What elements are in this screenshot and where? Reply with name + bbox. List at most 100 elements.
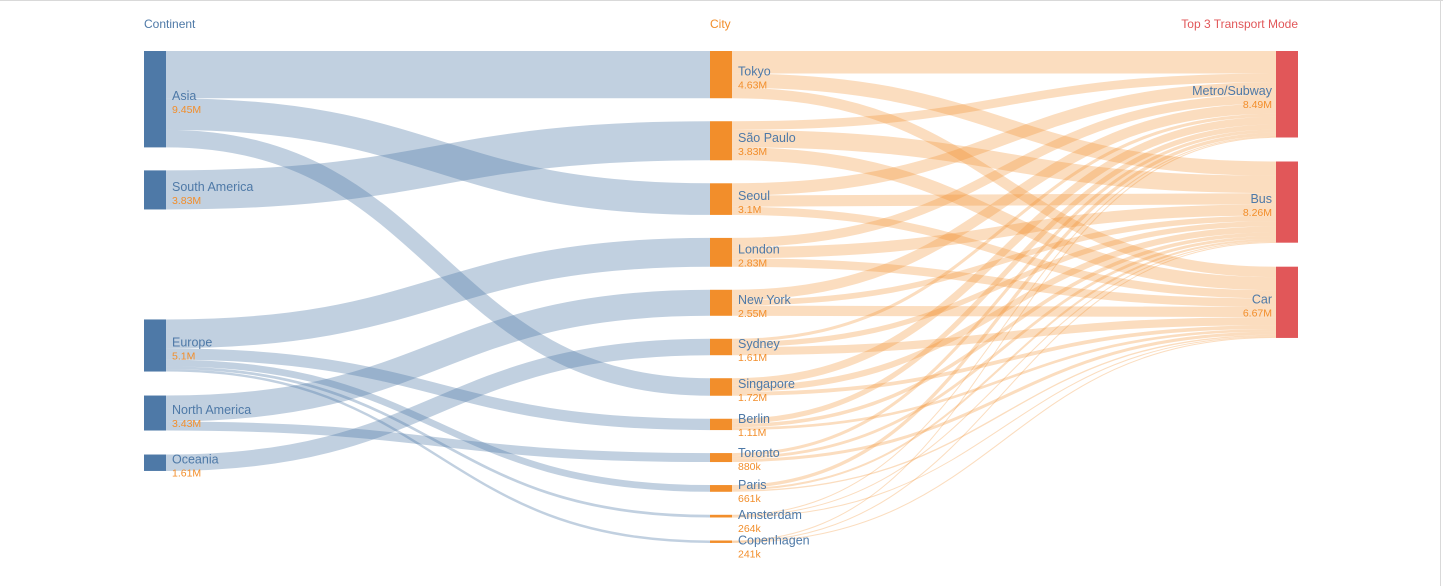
node-value-sydney: 1.61M [738, 352, 767, 364]
node-value-berlin: 1.11M [738, 427, 766, 439]
column-title-city: City [710, 17, 731, 31]
link-amsterdam-to-bus [731, 240, 1277, 517]
node-value-asia: 9.45M [172, 104, 201, 116]
node-label-south-america: South America [172, 180, 253, 194]
node-label-singapore: Singapore [738, 377, 795, 391]
node-singapore [710, 378, 732, 396]
node-sydney [710, 338, 732, 356]
link-asia-to-singapore [165, 129, 711, 396]
top-border [0, 0, 1443, 1]
node-label-berlin: Berlin [738, 412, 770, 426]
node-value-south-america: 3.83M [172, 195, 201, 207]
node-london [710, 237, 732, 267]
node-europe [144, 319, 166, 372]
link-singapore-to-bus [731, 226, 1277, 392]
link-europe-to-copenhagen [165, 369, 711, 543]
link-seoul-to-car [731, 206, 1277, 299]
link-tokyo-to-car [731, 87, 1277, 278]
link-europe-to-amsterdam [165, 366, 711, 518]
link-north-america-to-toronto [165, 421, 711, 463]
link-tokyo-to-bus [731, 73, 1277, 176]
node-new-york [710, 289, 732, 316]
node-value-oceania: 1.61M [172, 468, 201, 480]
right-border [1440, 0, 1441, 586]
link-seoul-to-bus [731, 193, 1277, 207]
node-oceania [144, 454, 166, 471]
node-label-bus: Bus [1250, 192, 1272, 206]
link-london-to-car [731, 258, 1277, 307]
node-value-seoul: 3.1M [738, 204, 761, 216]
node-value-car: 6.67M [1243, 307, 1272, 319]
node-value-bus: 8.26M [1243, 207, 1272, 219]
link-berlin-to-car [731, 329, 1277, 431]
link-sao-paulo-to-car [731, 147, 1277, 291]
node-label-new-york: New York [738, 293, 792, 307]
node-label-europe: Europe [172, 335, 212, 349]
node-value-paris: 661k [738, 493, 762, 505]
node-label-london: London [738, 242, 780, 256]
node-paris [710, 485, 732, 492]
node-label-metro: Metro/Subway [1192, 84, 1273, 98]
node-value-north-america: 3.43M [172, 418, 201, 430]
node-seoul [710, 183, 732, 215]
link-new-york-to-car [731, 305, 1277, 318]
link-london-to-bus [731, 204, 1277, 259]
link-berlin-to-metro [731, 124, 1277, 424]
link-toronto-to-metro [731, 129, 1277, 457]
link-toronto-to-bus [731, 236, 1277, 459]
column-title-continent: Continent [144, 17, 196, 31]
node-value-new-york: 2.55M [738, 308, 767, 320]
sankey-links [165, 50, 1277, 543]
link-sao-paulo-to-metro [731, 73, 1277, 130]
link-paris-to-car [731, 334, 1277, 492]
link-sydney-to-bus [731, 221, 1277, 348]
node-value-london: 2.83M [738, 257, 767, 269]
link-amsterdam-to-car [731, 336, 1277, 518]
node-copenhagen [710, 540, 732, 543]
node-label-oceania: Oceania [172, 453, 219, 467]
link-berlin-to-bus [731, 232, 1277, 428]
node-label-asia: Asia [172, 89, 196, 103]
node-car [1276, 266, 1298, 338]
node-metro [1276, 51, 1298, 138]
node-toronto [710, 453, 732, 463]
link-copenhagen-to-car [731, 336, 1277, 543]
node-label-tokyo: Tokyo [738, 65, 771, 79]
node-value-metro: 8.49M [1243, 99, 1272, 111]
node-label-copenhagen: Copenhagen [738, 533, 810, 547]
column-title-mode: Top 3 Transport Mode [1181, 17, 1298, 31]
sankey-nodes [144, 51, 1298, 543]
node-label-amsterdam: Amsterdam [738, 508, 802, 522]
link-amsterdam-to-metro [731, 135, 1277, 516]
link-sydney-to-car [731, 317, 1277, 356]
link-paris-to-bus [731, 238, 1277, 491]
link-singapore-to-car [731, 325, 1277, 396]
node-label-paris: Paris [738, 478, 766, 492]
node-label-sydney: Sydney [738, 337, 780, 351]
node-value-copenhagen: 241k [738, 548, 762, 560]
node-value-tokyo: 4.63M [738, 80, 767, 92]
link-europe-to-london [165, 237, 711, 349]
link-toronto-to-car [731, 331, 1277, 463]
link-seoul-to-metro [731, 82, 1277, 196]
link-asia-to-seoul [165, 98, 711, 215]
node-label-car: Car [1252, 292, 1272, 306]
node-value-singapore: 1.72M [738, 392, 767, 404]
node-value-sao-paulo: 3.83M [738, 146, 767, 158]
link-north-america-to-new-york [165, 289, 711, 422]
link-copenhagen-to-metro [731, 136, 1277, 542]
node-berlin [710, 418, 732, 431]
node-value-toronto: 880k [738, 461, 762, 473]
link-europe-to-paris [165, 359, 711, 492]
link-europe-to-berlin [165, 348, 711, 431]
node-label-seoul: Seoul [738, 189, 770, 203]
column-titles: Continent City Top 3 Transport Mode [144, 17, 1298, 31]
node-label-north-america: North America [172, 403, 251, 417]
link-london-to-metro [731, 94, 1277, 248]
node-sao-paulo [710, 121, 732, 161]
node-south-america [144, 170, 166, 210]
node-north-america [144, 395, 166, 431]
link-copenhagen-to-bus [731, 241, 1277, 543]
link-singapore-to-metro [731, 116, 1277, 386]
